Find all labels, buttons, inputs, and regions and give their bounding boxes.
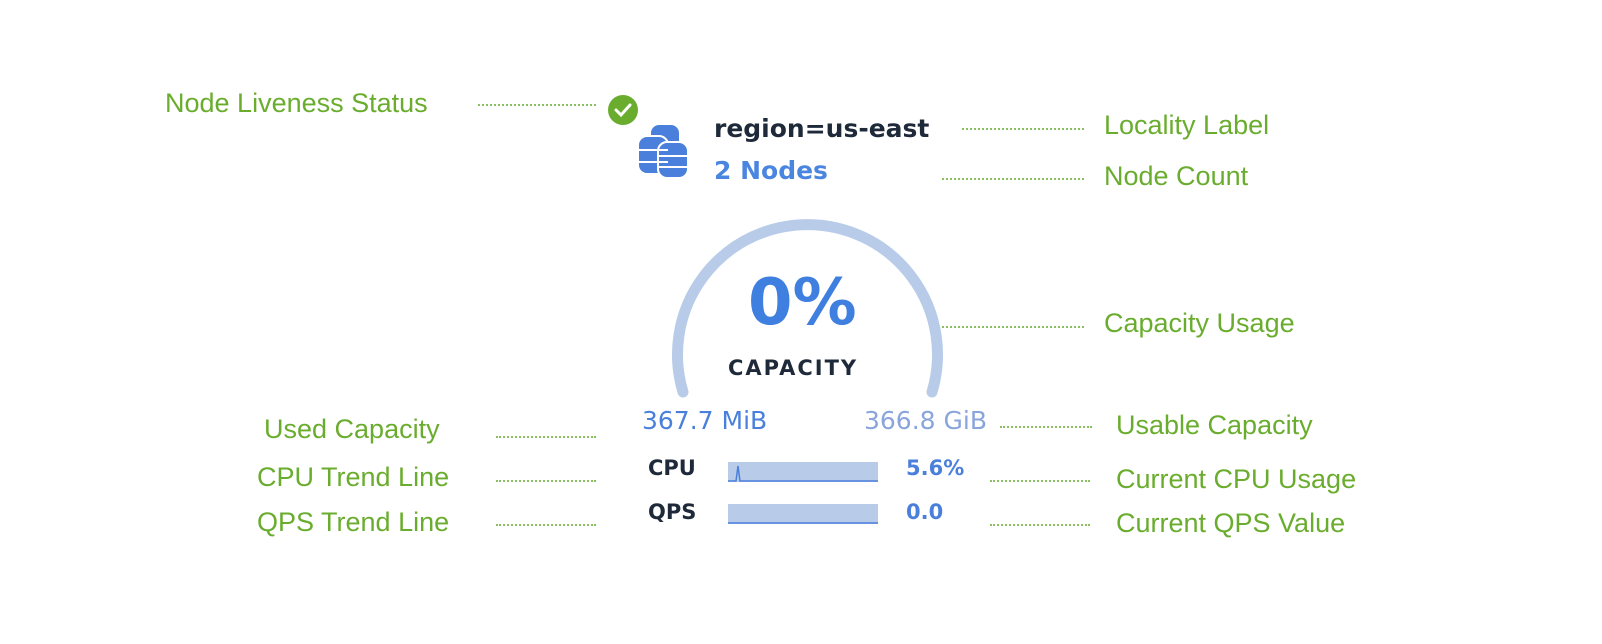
leader-line xyxy=(478,104,596,106)
node-count[interactable]: 2 Nodes xyxy=(714,156,828,185)
annotation-cpu-trend: CPU Trend Line xyxy=(257,462,450,492)
annotation-current-qps: Current QPS Value xyxy=(1116,508,1346,538)
leader-line xyxy=(496,480,596,482)
capacity-label: CAPACITY xyxy=(728,356,859,380)
locality-label: region=us-east xyxy=(714,114,930,143)
leader-line xyxy=(496,436,596,438)
leader-line xyxy=(1000,426,1092,428)
leader-line xyxy=(942,178,1084,180)
annotation-usable-capacity: Usable Capacity xyxy=(1116,410,1313,440)
leader-line xyxy=(990,524,1090,526)
qps-trend-line xyxy=(728,504,878,524)
database-icon xyxy=(637,123,689,179)
qps-label: QPS xyxy=(648,500,697,524)
annotation-qps-trend: QPS Trend Line xyxy=(257,507,450,537)
cpu-trend-line xyxy=(728,462,878,482)
annotation-used-capacity: Used Capacity xyxy=(264,414,440,444)
check-circle-icon xyxy=(608,95,638,125)
annotation-liveness: Node Liveness Status xyxy=(165,88,428,118)
annotation-capacity-usage: Capacity Usage xyxy=(1104,308,1295,338)
cpu-value: 5.6% xyxy=(906,456,965,480)
capacity-percent: 0% xyxy=(748,266,857,340)
usable-capacity: 366.8 GiB xyxy=(864,406,987,435)
cpu-label: CPU xyxy=(648,456,696,480)
annotation-locality: Locality Label xyxy=(1104,110,1270,140)
leader-line xyxy=(942,326,1084,328)
qps-value: 0.0 xyxy=(906,500,944,524)
leader-line xyxy=(990,480,1090,482)
leader-line xyxy=(496,524,596,526)
leader-line xyxy=(962,128,1084,130)
annotation-current-cpu: Current CPU Usage xyxy=(1116,464,1357,494)
annotation-node-count: Node Count xyxy=(1104,161,1249,191)
used-capacity: 367.7 MiB xyxy=(642,406,768,435)
capacity-gauge xyxy=(672,219,943,398)
